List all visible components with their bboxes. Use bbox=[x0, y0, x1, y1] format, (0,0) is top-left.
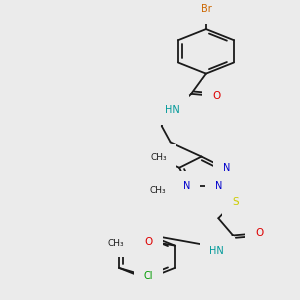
Text: N: N bbox=[223, 163, 231, 173]
Bar bbox=[142, 238, 155, 246]
Bar bbox=[220, 164, 231, 171]
Text: O: O bbox=[145, 237, 153, 247]
Text: CH₃: CH₃ bbox=[108, 239, 124, 248]
Text: HN: HN bbox=[165, 105, 179, 115]
Text: N: N bbox=[214, 181, 222, 191]
Bar bbox=[249, 230, 264, 238]
Bar bbox=[162, 106, 185, 115]
Text: Cl: Cl bbox=[144, 271, 153, 281]
Text: O: O bbox=[212, 91, 220, 101]
Text: CH₃: CH₃ bbox=[150, 186, 166, 195]
Text: Br: Br bbox=[201, 4, 211, 14]
Text: O: O bbox=[255, 228, 264, 239]
Bar bbox=[180, 182, 192, 189]
Text: N: N bbox=[182, 181, 190, 191]
Text: CH₃: CH₃ bbox=[150, 153, 167, 162]
Bar bbox=[206, 92, 221, 100]
Bar bbox=[205, 246, 226, 255]
Text: S: S bbox=[233, 197, 239, 207]
Text: HN: HN bbox=[209, 246, 224, 256]
Bar bbox=[230, 198, 243, 206]
Bar bbox=[211, 182, 223, 189]
